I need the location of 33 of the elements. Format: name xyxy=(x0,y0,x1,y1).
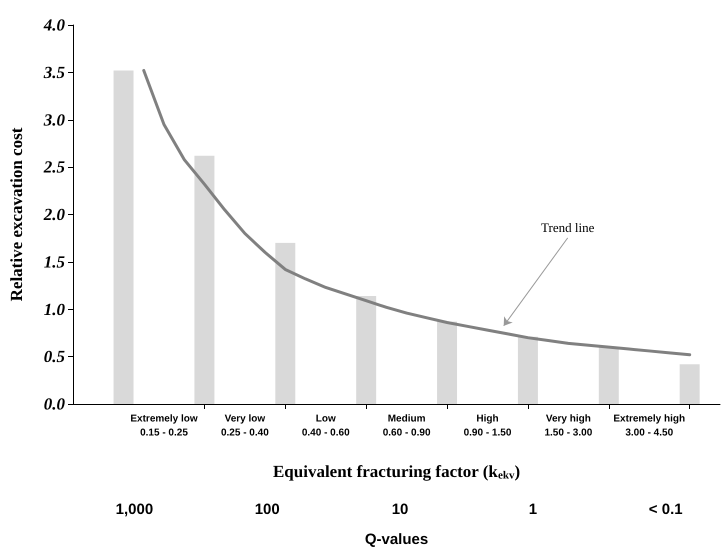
x-tick-label: Very low 0.25 - 0.40 xyxy=(220,414,270,438)
x2-tick-label: < 0.1 xyxy=(648,501,683,518)
bar xyxy=(437,322,458,404)
bar xyxy=(194,156,214,404)
bar xyxy=(680,364,700,404)
bar xyxy=(275,242,296,404)
y-tick-label: 1.0 xyxy=(44,300,66,319)
y-tick-label: 1.5 xyxy=(44,252,66,272)
x-tick-label: Medium 0.60 - 0.90 xyxy=(382,414,431,438)
x2-tick-label: 100 xyxy=(254,501,280,518)
x-tick-label: High 0.90 - 1.50 xyxy=(464,414,512,438)
y-tick-label: 3.5 xyxy=(42,62,66,82)
line-series xyxy=(142,68,692,356)
x2-axis-title: Q-values xyxy=(364,531,428,548)
x-tick-label: Very high 1.50 - 3.00 xyxy=(544,414,593,438)
y-tick-label: 2.5 xyxy=(42,158,66,177)
y-tick-label: 2.0 xyxy=(42,205,66,224)
x2-tick-label: 1,000 xyxy=(116,501,154,518)
x2-tick-label: 10 xyxy=(392,501,408,518)
y-tick-label: 4.0 xyxy=(42,16,66,34)
x-tick-label: Extremely high 3.00 - 4.50 xyxy=(613,414,686,438)
annotation: Trend line xyxy=(541,220,595,235)
x-tick-label: Low 0.40 - 0.60 xyxy=(302,414,350,438)
y-tick-label: 0.0 xyxy=(44,394,66,414)
x2-tick-label: 1 xyxy=(528,501,538,518)
bar xyxy=(114,70,134,404)
y-axis-title: Relative excavation cost xyxy=(7,127,26,302)
bar xyxy=(356,296,376,404)
bar xyxy=(598,347,619,404)
x-tick-label: Extremely low 0.15 - 0.25 xyxy=(130,414,198,438)
bar xyxy=(518,336,538,404)
y-tick-label: 3.0 xyxy=(42,110,66,130)
y-tick-label: 0.5 xyxy=(44,347,66,366)
